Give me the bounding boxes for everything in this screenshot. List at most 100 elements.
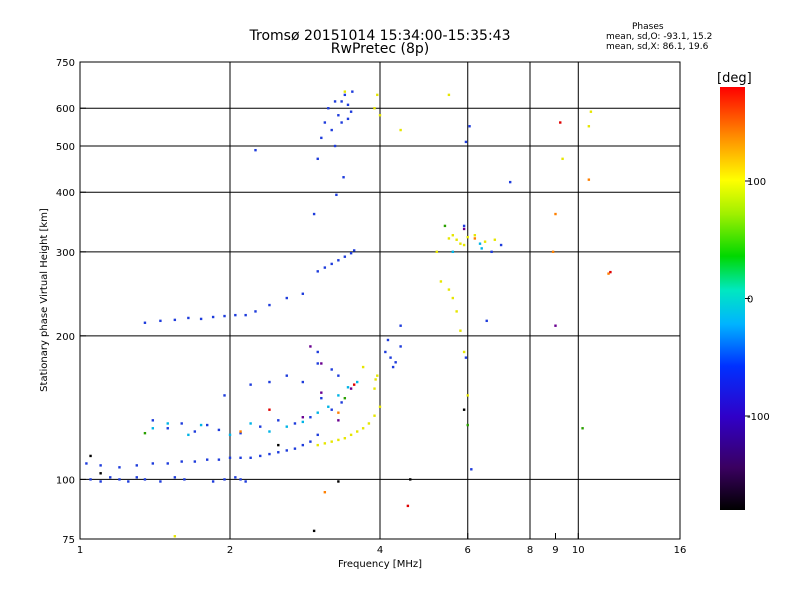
data-point	[462, 408, 466, 411]
data-point	[173, 318, 177, 322]
colorbar-label: [deg]	[717, 71, 752, 86]
data-point	[99, 480, 102, 483]
data-point	[455, 310, 458, 313]
data-point	[285, 296, 288, 300]
data-point	[462, 350, 466, 354]
data-point	[349, 387, 353, 390]
data-point	[462, 227, 466, 231]
data-point	[228, 456, 232, 459]
data-point	[173, 476, 177, 479]
data-point	[323, 442, 327, 445]
data-point	[406, 504, 410, 508]
data-point	[166, 422, 169, 425]
data-point	[447, 93, 451, 97]
data-point	[285, 449, 288, 452]
data-point	[85, 462, 88, 465]
data-point	[468, 125, 471, 128]
data-point	[373, 414, 376, 417]
data-point	[559, 121, 562, 124]
data-point	[244, 313, 247, 317]
colorbar-tick-label: -100	[747, 412, 770, 423]
data-point	[447, 237, 451, 240]
data-point	[293, 447, 297, 450]
data-point	[343, 90, 347, 93]
data-point	[589, 110, 593, 113]
data-point	[349, 110, 353, 113]
data-point	[346, 117, 350, 121]
data-point	[386, 338, 390, 342]
data-point	[394, 361, 397, 364]
data-point	[337, 438, 340, 442]
data-point	[301, 380, 305, 384]
y-tick-label: 500	[56, 142, 75, 153]
data-point	[316, 270, 319, 273]
data-point	[268, 452, 271, 456]
y-axis-label: Stationary phase Virtual Height [km]	[39, 208, 50, 392]
data-point	[109, 476, 112, 479]
data-point	[285, 425, 288, 428]
data-point	[499, 243, 503, 247]
x-tick-label: 2	[227, 545, 233, 556]
data-point	[205, 423, 209, 427]
data-point	[159, 319, 162, 323]
data-point	[316, 157, 319, 161]
data-point	[480, 247, 483, 250]
data-point	[462, 243, 466, 247]
data-point	[337, 480, 340, 483]
data-point	[173, 535, 177, 538]
data-point	[435, 250, 438, 254]
data-point	[330, 408, 333, 411]
data-point	[464, 356, 468, 359]
data-point	[159, 480, 162, 483]
data-point	[320, 391, 323, 394]
data-point	[451, 296, 455, 300]
x-tick-label: 6	[465, 545, 471, 556]
colorbar-ticks: 100 0 -100	[745, 177, 770, 423]
data-point	[335, 193, 338, 197]
data-point	[309, 416, 312, 419]
data-point	[312, 529, 316, 533]
data-point	[151, 462, 155, 465]
data-point	[587, 125, 591, 128]
data-point	[355, 430, 359, 433]
data-point	[337, 374, 340, 377]
data-point	[349, 433, 353, 437]
data-point	[323, 491, 327, 494]
data-point	[349, 252, 353, 255]
data-point	[609, 270, 612, 274]
data-point	[346, 386, 350, 389]
data-point	[249, 456, 252, 459]
data-point	[166, 462, 169, 465]
data-point	[316, 362, 319, 365]
data-point	[234, 476, 237, 479]
colorbar	[720, 87, 745, 510]
data-point	[376, 93, 379, 97]
data-point	[462, 224, 466, 228]
data-point	[293, 422, 297, 425]
data-point	[320, 396, 323, 400]
data-point	[135, 476, 138, 479]
data-point	[151, 419, 155, 422]
data-point	[343, 396, 347, 400]
data-point	[587, 178, 591, 181]
data-point	[459, 242, 462, 245]
data-point	[346, 103, 350, 107]
data-point	[239, 456, 242, 459]
data-point	[466, 235, 469, 239]
data-point	[211, 480, 215, 483]
data-point	[239, 478, 242, 481]
phases-o-mode: mean, sd,O: -93.1, 15.2	[606, 32, 713, 42]
data-point	[399, 128, 402, 132]
y-tick-label: 200	[56, 332, 75, 343]
data-point	[99, 472, 102, 475]
data-point	[351, 90, 354, 93]
data-point	[337, 419, 340, 422]
data-point	[352, 383, 356, 386]
data-points	[85, 90, 612, 538]
data-point	[301, 420, 305, 424]
data-point	[340, 100, 343, 103]
data-point	[554, 212, 557, 216]
data-point	[327, 405, 330, 408]
data-point	[199, 317, 203, 321]
